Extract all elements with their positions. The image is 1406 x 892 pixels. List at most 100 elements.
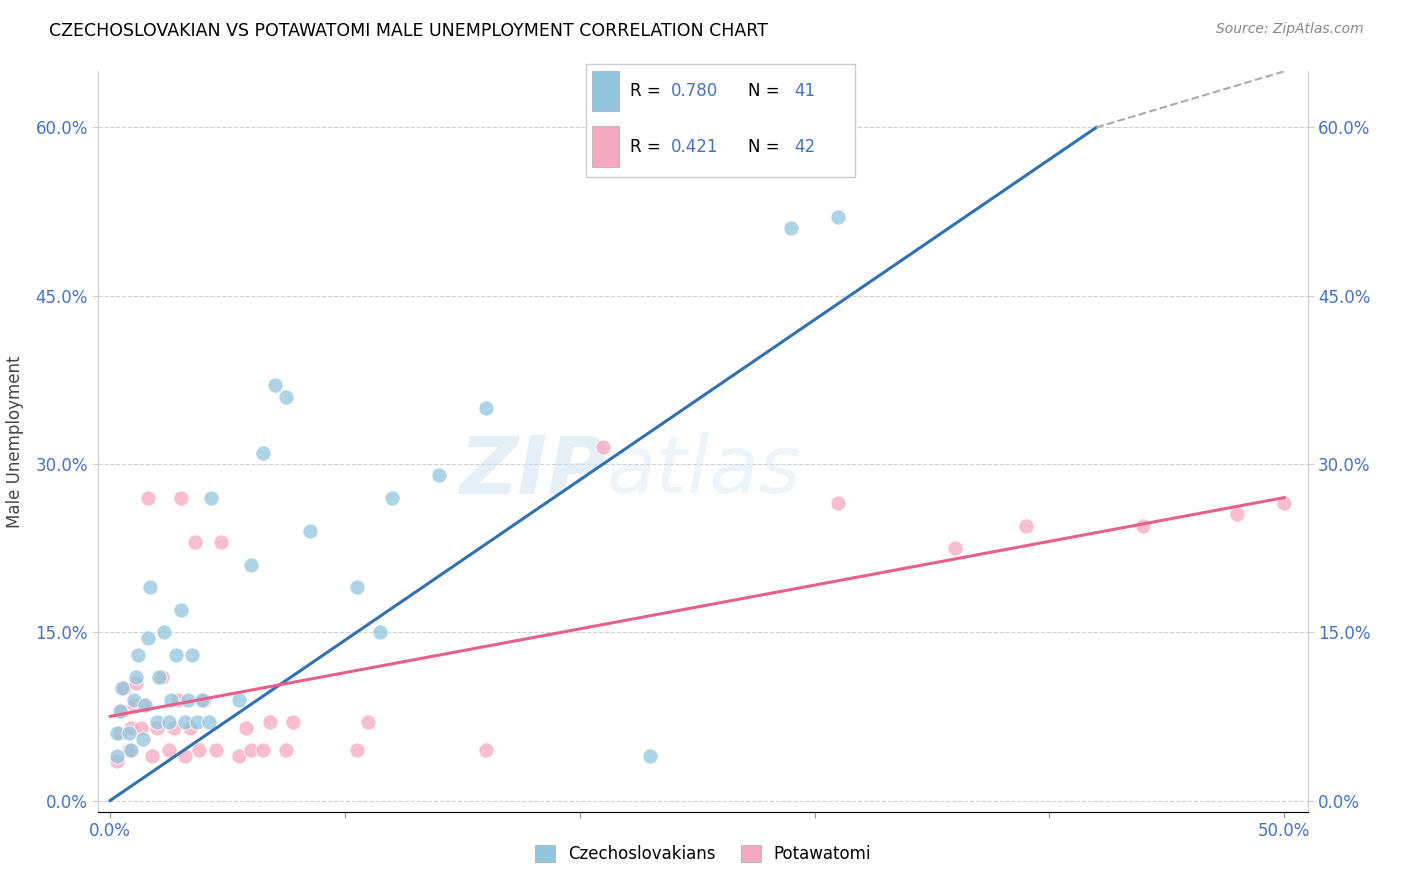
- Text: 41: 41: [794, 82, 815, 100]
- Point: [129, 721, 152, 735]
- Point: [368, 625, 391, 640]
- Point: [183, 535, 205, 549]
- Point: [146, 714, 169, 729]
- Point: [122, 692, 145, 706]
- Point: [105, 726, 128, 740]
- Point: [118, 743, 141, 757]
- Point: [252, 743, 274, 757]
- Point: [174, 748, 197, 763]
- Point: [475, 401, 498, 415]
- Point: [148, 670, 170, 684]
- Point: [132, 698, 155, 713]
- Point: [235, 721, 257, 735]
- Point: [120, 743, 142, 757]
- Point: [141, 748, 163, 763]
- Point: [157, 714, 180, 729]
- Point: [181, 648, 204, 662]
- Point: [475, 743, 498, 757]
- Point: [174, 714, 197, 729]
- Point: [132, 731, 155, 746]
- Point: [827, 210, 849, 224]
- Point: [125, 670, 148, 684]
- Point: [112, 681, 135, 696]
- Point: [179, 721, 201, 735]
- Point: [176, 692, 198, 706]
- Point: [209, 535, 232, 549]
- Text: 0.421: 0.421: [671, 137, 718, 155]
- Point: [167, 692, 190, 706]
- Point: [427, 468, 450, 483]
- Point: [122, 698, 145, 713]
- Point: [638, 748, 661, 763]
- Point: [200, 491, 222, 505]
- Point: [111, 704, 134, 718]
- Point: [381, 491, 404, 505]
- Point: [283, 714, 305, 729]
- Point: [263, 378, 285, 392]
- Point: [592, 440, 614, 454]
- FancyBboxPatch shape: [586, 63, 855, 178]
- Point: [105, 754, 128, 768]
- Point: [157, 743, 180, 757]
- Point: [945, 541, 967, 555]
- Point: [150, 670, 173, 684]
- Point: [118, 726, 141, 740]
- Point: [298, 524, 321, 539]
- Point: [193, 692, 215, 706]
- Point: [108, 704, 131, 718]
- Point: [188, 743, 211, 757]
- Point: [240, 743, 263, 757]
- Point: [111, 681, 134, 696]
- Text: 42: 42: [794, 137, 815, 155]
- Text: R =: R =: [630, 82, 666, 100]
- Point: [1015, 518, 1038, 533]
- Point: [190, 692, 212, 706]
- Text: CZECHOSLOVAKIAN VS POTAWATOMI MALE UNEMPLOYMENT CORRELATION CHART: CZECHOSLOVAKIAN VS POTAWATOMI MALE UNEMP…: [49, 22, 768, 40]
- Point: [105, 748, 128, 763]
- Y-axis label: Male Unemployment: Male Unemployment: [7, 355, 24, 528]
- Point: [162, 721, 184, 735]
- Point: [780, 221, 803, 235]
- Point: [276, 390, 298, 404]
- Point: [165, 648, 187, 662]
- Point: [120, 721, 142, 735]
- Point: [204, 743, 226, 757]
- Point: [186, 714, 208, 729]
- Point: [108, 726, 131, 740]
- Point: [357, 714, 380, 729]
- Point: [169, 491, 191, 505]
- Text: 0.780: 0.780: [671, 82, 718, 100]
- Point: [228, 748, 250, 763]
- Point: [1132, 518, 1154, 533]
- Point: [125, 675, 148, 690]
- Point: [197, 714, 219, 729]
- Point: [169, 603, 191, 617]
- Text: N =: N =: [748, 82, 785, 100]
- Point: [228, 692, 250, 706]
- Point: [134, 698, 156, 713]
- Point: [146, 721, 169, 735]
- Point: [160, 692, 183, 706]
- Point: [259, 714, 281, 729]
- Text: atlas: atlas: [606, 432, 801, 510]
- Point: [136, 491, 159, 505]
- Legend: Czechoslovakians, Potawatomi: Czechoslovakians, Potawatomi: [529, 838, 877, 870]
- Point: [240, 558, 263, 572]
- Point: [346, 580, 368, 594]
- Point: [153, 625, 176, 640]
- Text: N =: N =: [748, 137, 785, 155]
- Point: [1226, 508, 1249, 522]
- Bar: [592, 70, 619, 112]
- Point: [827, 496, 849, 510]
- Point: [127, 648, 149, 662]
- Bar: [592, 126, 619, 167]
- Point: [346, 743, 368, 757]
- Text: R =: R =: [630, 137, 666, 155]
- Text: Source: ZipAtlas.com: Source: ZipAtlas.com: [1216, 22, 1364, 37]
- Point: [139, 580, 162, 594]
- Text: ZIP: ZIP: [458, 432, 606, 510]
- Point: [136, 631, 159, 645]
- Point: [1272, 496, 1295, 510]
- Point: [252, 446, 274, 460]
- Point: [276, 743, 298, 757]
